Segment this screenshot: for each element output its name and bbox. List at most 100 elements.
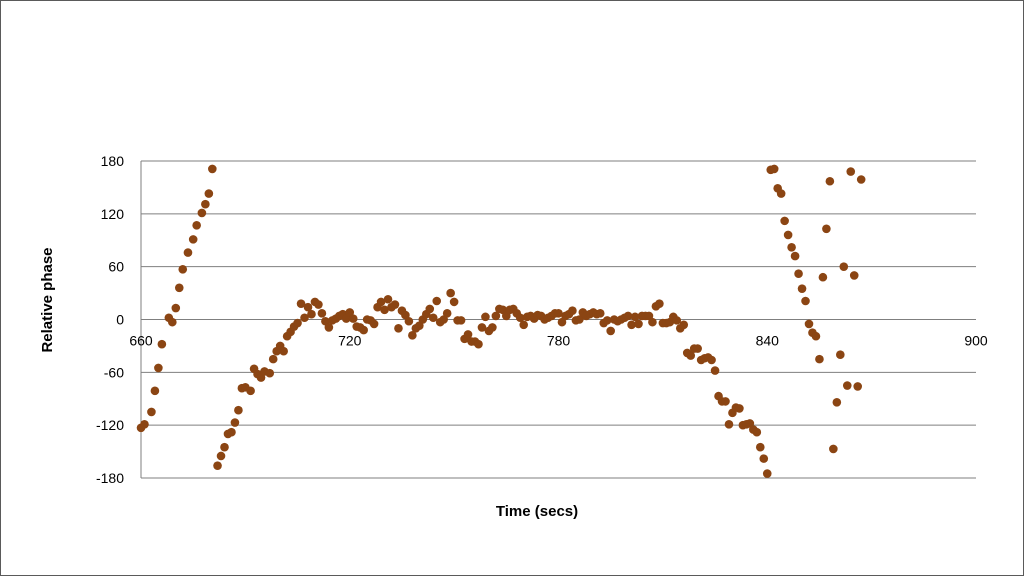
- data-point: [296, 299, 306, 308]
- data-point: [693, 344, 702, 353]
- data-point: [154, 363, 163, 373]
- data-point: [630, 312, 640, 322]
- data-point: [710, 366, 720, 375]
- data-point: [359, 325, 368, 335]
- x-tick-label: 720: [338, 333, 362, 349]
- data-point: [839, 262, 849, 271]
- data-point: [655, 299, 664, 308]
- data-point: [724, 419, 734, 429]
- data-point: [265, 368, 275, 378]
- data-point: [428, 313, 438, 323]
- data-point: [491, 311, 501, 321]
- data-point: [474, 339, 483, 349]
- data-point: [324, 323, 334, 332]
- data-point: [634, 319, 643, 329]
- data-point: [383, 294, 393, 304]
- data-point: [174, 283, 184, 293]
- data-point: [568, 306, 577, 315]
- data-point: [432, 296, 442, 306]
- y-tick-labels: 180 120 60 0 -60 -120 -180: [96, 153, 124, 486]
- data-point: [425, 304, 435, 314]
- data-point: [150, 386, 160, 396]
- data-point: [794, 269, 803, 279]
- data-point: [140, 419, 149, 429]
- data-point: [204, 189, 214, 198]
- y-tick-label: 60: [108, 259, 124, 275]
- data-point: [849, 271, 859, 280]
- data-point: [227, 427, 236, 437]
- data-point: [192, 220, 201, 230]
- data-point: [735, 404, 744, 413]
- data-point: [197, 208, 207, 218]
- data-point: [856, 175, 866, 184]
- data-point: [755, 442, 765, 452]
- y-axis-title: Relative phase: [39, 247, 56, 352]
- data-point: [707, 355, 716, 365]
- data-point: [178, 265, 188, 274]
- data-point: [780, 216, 789, 226]
- data-point: [602, 316, 612, 325]
- y-tick-label: -120: [96, 417, 124, 433]
- data-points: [136, 164, 866, 478]
- data-point: [853, 382, 863, 391]
- y-tick-label: -180: [96, 470, 124, 486]
- y-tick-label: 180: [101, 153, 125, 169]
- x-axis-title: Time (secs): [496, 503, 578, 520]
- data-point: [648, 317, 657, 327]
- gridlines: [140, 160, 976, 479]
- data-point: [408, 331, 417, 340]
- y-tick-label: 0: [116, 312, 124, 328]
- y-tick-label: 120: [101, 206, 125, 222]
- data-point: [623, 311, 633, 321]
- data-point: [575, 315, 584, 324]
- data-point: [752, 427, 762, 437]
- data-point: [721, 397, 730, 406]
- data-point: [836, 350, 845, 360]
- data-point: [369, 319, 379, 329]
- data-point: [300, 313, 309, 323]
- y-tick-label: -60: [104, 364, 124, 380]
- data-point: [762, 469, 772, 478]
- data-point: [842, 381, 852, 390]
- data-point: [380, 305, 389, 315]
- data-point: [797, 284, 807, 293]
- x-tick-label: 900: [964, 333, 988, 349]
- data-point: [811, 331, 821, 341]
- data-point: [216, 451, 226, 461]
- data-point: [488, 323, 497, 332]
- data-point: [787, 242, 796, 252]
- data-point: [554, 309, 563, 318]
- data-point: [303, 302, 313, 312]
- data-point: [759, 454, 769, 463]
- data-point: [220, 442, 229, 452]
- data-point: [442, 309, 452, 318]
- data-point: [686, 351, 696, 360]
- data-point: [672, 316, 682, 325]
- x-tick-labels: 660 720 780 840 900: [129, 333, 988, 349]
- data-point: [769, 164, 779, 174]
- data-point: [390, 300, 400, 309]
- data-point: [783, 230, 793, 240]
- data-point: [456, 316, 466, 325]
- data-point: [449, 297, 459, 307]
- data-point: [815, 354, 824, 364]
- data-point: [463, 330, 473, 339]
- data-point: [801, 296, 810, 306]
- data-point: [776, 189, 786, 198]
- data-point: [314, 300, 323, 309]
- data-point: [307, 309, 316, 319]
- data-point: [317, 309, 327, 318]
- data-point: [515, 313, 525, 323]
- data-point: [188, 235, 198, 244]
- data-point: [519, 320, 529, 330]
- data-point: [825, 176, 835, 186]
- data-point: [804, 319, 814, 329]
- data-point: [832, 397, 842, 407]
- data-point: [394, 324, 403, 333]
- data-point: [171, 303, 181, 313]
- data-point: [234, 405, 243, 415]
- data-point: [293, 318, 302, 328]
- data-point: [790, 251, 800, 261]
- data-point: [376, 297, 386, 307]
